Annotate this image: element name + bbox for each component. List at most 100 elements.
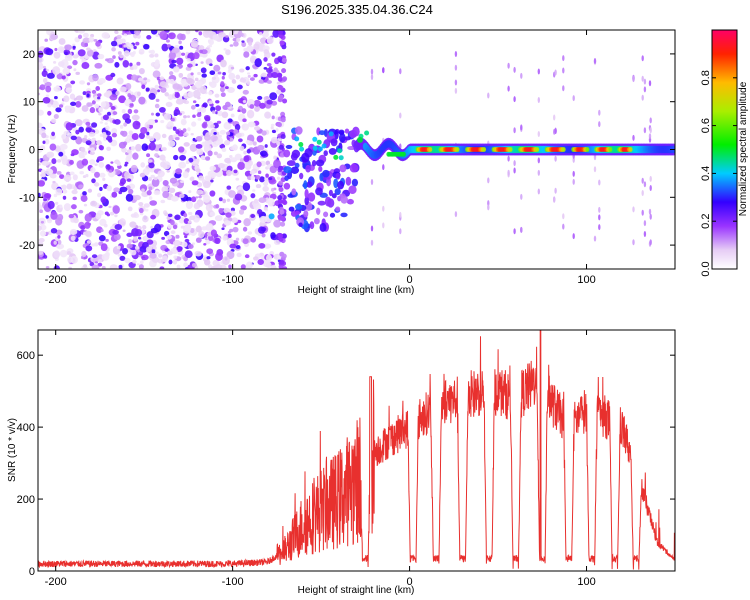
transition-blob [294, 162, 300, 168]
noise-speckle [85, 140, 92, 146]
noise-speckle [224, 157, 232, 164]
noise-speckle [61, 75, 66, 80]
noise-speckle [162, 179, 169, 187]
transition-blob [318, 166, 323, 172]
vertical-streak-blob [280, 216, 286, 222]
signal-spike [598, 206, 601, 213]
noise-speckle [220, 92, 226, 98]
noise-speckle [124, 161, 129, 165]
noise-speckle [180, 180, 185, 184]
noise-speckle [38, 204, 43, 211]
transition-blob [295, 203, 303, 210]
noise-speckle [132, 152, 139, 160]
transition-blob [328, 147, 337, 155]
noise-speckle [70, 80, 76, 85]
noise-speckle [224, 139, 231, 146]
noise-speckle [180, 78, 188, 85]
noise-speckle [232, 79, 237, 84]
transition-blob [338, 155, 344, 161]
noise-speckle [172, 83, 181, 90]
signal-spike [632, 76, 635, 83]
signal-spike [487, 204, 490, 211]
noise-speckle [161, 43, 169, 52]
transition-blob [316, 139, 322, 145]
noise-speckle [153, 190, 161, 196]
noise-speckle [96, 156, 105, 162]
noise-speckle [111, 47, 116, 52]
noise-speckle [38, 192, 41, 198]
noise-speckle [56, 170, 62, 175]
noise-speckle [203, 194, 211, 203]
noise-speckle [225, 131, 231, 136]
noise-speckle [187, 211, 193, 216]
noise-speckle [268, 177, 273, 181]
noise-speckle [230, 157, 238, 163]
noise-speckle [175, 168, 183, 175]
snr-y-tick-label: 600 [17, 350, 35, 362]
noise-speckle [245, 140, 251, 145]
noise-speckle [45, 94, 50, 98]
noise-speckle [261, 233, 266, 238]
noise-speckle [199, 49, 203, 54]
noise-speckle [210, 134, 218, 142]
noise-speckle [148, 162, 155, 169]
signal-spike [632, 206, 635, 213]
noise-speckle [235, 177, 240, 181]
transition-blob [283, 166, 292, 174]
noise-speckle [94, 62, 103, 69]
noise-speckle [147, 159, 153, 163]
noise-speckle [184, 250, 193, 259]
signal-spike [399, 211, 402, 218]
noise-speckle [105, 58, 110, 62]
noise-speckle [256, 161, 262, 168]
noise-speckle [106, 213, 111, 217]
noise-speckle [242, 118, 247, 123]
noise-speckle [70, 255, 78, 264]
noise-speckle [186, 58, 191, 62]
vertical-streak-blob [278, 180, 284, 186]
noise-speckle [200, 61, 204, 64]
snr-x-label: Height of straight line (km) [298, 585, 415, 596]
signal-spike [649, 127, 652, 134]
noise-speckle [187, 244, 194, 249]
noise-speckle [138, 48, 145, 55]
noise-speckle [241, 108, 247, 114]
noise-speckle [234, 31, 238, 35]
noise-speckle [180, 225, 185, 229]
noise-speckle [201, 226, 207, 231]
noise-speckle [240, 264, 246, 269]
noise-speckle [41, 172, 46, 178]
noise-speckle [233, 129, 239, 135]
vertical-streak-blob [278, 165, 284, 171]
noise-speckle [138, 251, 144, 256]
transition-blob [333, 154, 339, 160]
noise-speckle [166, 250, 173, 256]
noise-speckle [109, 211, 115, 216]
heatmap-x-axis: -200 -100 0 100 [45, 30, 596, 286]
transition-blob [344, 136, 352, 141]
noise-speckle [137, 236, 142, 240]
snr-series-line [38, 330, 675, 570]
noise-speckle [113, 233, 121, 241]
colorbar-frame [711, 29, 738, 270]
heatmap-x-tick-label: -200 [45, 274, 67, 286]
noise-speckle [195, 135, 203, 142]
noise-speckle [183, 224, 191, 234]
noise-speckle [38, 62, 42, 65]
noise-speckle [59, 143, 68, 150]
signal-spike [649, 175, 652, 182]
noise-speckle [183, 132, 189, 137]
noise-speckle [129, 62, 133, 67]
noise-speckle [110, 40, 118, 47]
noise-speckle [121, 147, 127, 153]
noise-speckle [194, 203, 199, 209]
noise-speckle [80, 146, 86, 153]
noise-speckle [266, 36, 274, 45]
signal-spike [537, 68, 540, 75]
noise-speckle [196, 189, 204, 195]
noise-speckle [154, 119, 158, 123]
noise-speckle [186, 115, 191, 118]
noise-speckle [110, 72, 116, 78]
noise-speckle [243, 218, 251, 227]
noise-speckle [87, 188, 93, 193]
